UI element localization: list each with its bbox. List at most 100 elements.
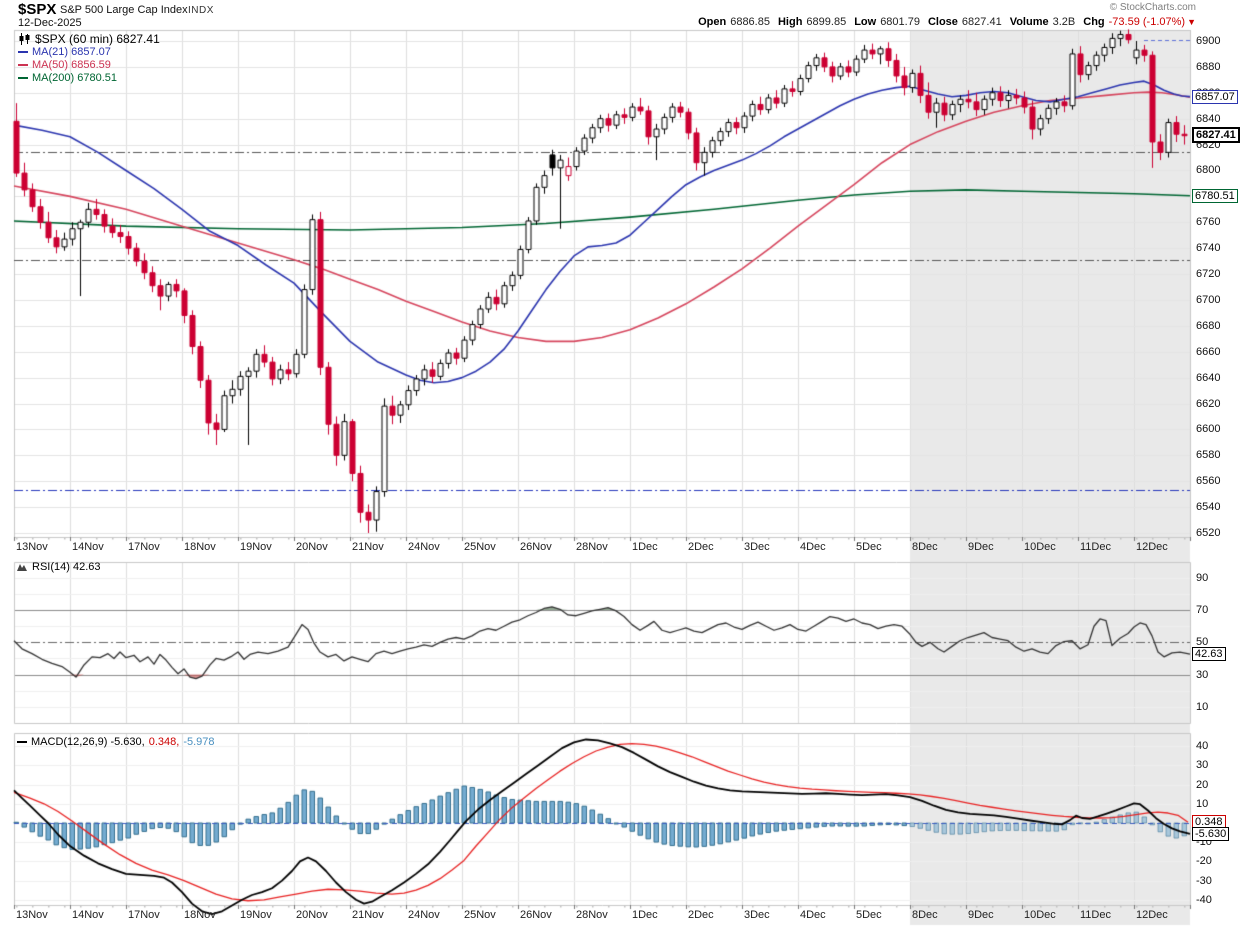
rsi-mountain-icon (17, 564, 27, 571)
price-axis-label: 6800 (1196, 164, 1221, 177)
macd-axis-label: -40 (1196, 893, 1212, 906)
rsi-axis-label: 70 (1196, 604, 1209, 617)
date-axis-label: 13Nov (16, 541, 48, 553)
price-axis-label: 6620 (1196, 397, 1221, 410)
date-axis-label: 3Dec (744, 541, 770, 553)
ohlc-label: High (777, 16, 803, 28)
price-axis-label: 6560 (1196, 475, 1221, 488)
date-axis-label: 21Nov (352, 909, 384, 921)
date-axis-label: 21Nov (352, 541, 384, 553)
date-axis-label: 2Dec (688, 909, 714, 921)
ma-line-icon (18, 77, 28, 79)
ohlc-value: -73.59 (-1.07%) (1108, 16, 1186, 28)
date-axis-label: 8Dec (912, 541, 938, 553)
macd-legend-row: MACD(12,26,9) -5.630, 0.348, -5.978 (17, 736, 215, 748)
ohlc-value: 3.2B (1052, 16, 1076, 28)
ma-legend-row: MA(200) 6780.51 (18, 72, 117, 84)
date-axis-label: 26Nov (520, 541, 552, 553)
date-axis-label: 18Nov (184, 909, 216, 921)
symbol-title: $SPX (18, 1, 57, 18)
date-axis-label: 1Dec (632, 541, 658, 553)
ma-line-icon (18, 51, 28, 53)
rsi-axis-label: 10 (1196, 700, 1209, 713)
macd-axis-label: 10 (1196, 797, 1209, 810)
price-axis-label: 6540 (1196, 501, 1221, 514)
date-axis-label: 25Nov (464, 909, 496, 921)
date-axis-label: 10Dec (1024, 909, 1056, 921)
price-axis-label: 6660 (1196, 345, 1221, 358)
date-axis-label: 26Nov (520, 909, 552, 921)
price-value-box: 6857.07 (1192, 89, 1238, 104)
candlestick-icon (19, 33, 30, 45)
rsi-axis-label: 30 (1196, 668, 1209, 681)
date-axis-label: 9Dec (968, 541, 994, 553)
date-axis-label: 20Nov (296, 909, 328, 921)
date-axis-label: 1Dec (632, 909, 658, 921)
date-axis-label: 24Nov (408, 541, 440, 553)
date-axis-label: 19Nov (240, 541, 272, 553)
macd-axis-label: 40 (1196, 740, 1209, 753)
ohlc-label: Close (927, 16, 958, 28)
chg-down-icon: ▼ (1187, 17, 1196, 27)
ohlc-label: Low (854, 16, 877, 28)
date-axis-label: 4Dec (800, 909, 826, 921)
price-value-box: 6827.41 (1192, 126, 1240, 143)
date-axis-label: 10Dec (1024, 541, 1056, 553)
stockcharts-credit: © StockCharts.com (1109, 2, 1196, 13)
macd-legend-signal: 0.348, (148, 736, 180, 748)
ohlc-value: 6827.41 (961, 16, 1002, 28)
ma-legend-label: MA(21) 6857.07 (32, 46, 111, 58)
date-axis-label: 12Dec (1136, 909, 1168, 921)
date-axis-label: 12Dec (1136, 541, 1168, 553)
date-axis-label: 14Nov (72, 541, 104, 553)
price-axis-label: 6880 (1196, 60, 1221, 73)
date-axis-label: 25Nov (464, 541, 496, 553)
date-axis-label: 5Dec (856, 541, 882, 553)
ma-legend-label: MA(50) 6856.59 (32, 59, 111, 71)
date-axis-label: 28Nov (576, 541, 608, 553)
date-axis-label: 19Nov (240, 909, 272, 921)
date-axis-label: 18Nov (184, 541, 216, 553)
date-axis-label: 24Nov (408, 909, 440, 921)
ohlc-summary: Open 6886.85 High 6899.85 Low 6801.79 Close 682… (698, 16, 1196, 28)
price-axis-label: 6680 (1196, 319, 1221, 332)
ohlc-label: Open (698, 16, 727, 28)
ma-legend-row: MA(50) 6856.59 (18, 59, 111, 71)
rsi-axis-label: 90 (1196, 571, 1209, 584)
date-axis-label: 13Nov (16, 909, 48, 921)
price-legend-row: $SPX (60 min) 6827.41 (18, 32, 160, 46)
chart-date: 12-Dec-2025 (18, 17, 82, 29)
date-axis-label: 2Dec (688, 541, 714, 553)
date-axis-label: 5Dec (856, 909, 882, 921)
date-axis-label: 4Dec (800, 541, 826, 553)
date-axis-label: 14Nov (72, 909, 104, 921)
price-axis-label: 6740 (1196, 242, 1221, 255)
ma-line-icon (18, 64, 28, 66)
date-axis-label: 8Dec (912, 909, 938, 921)
price-axis-label: 6640 (1196, 371, 1221, 384)
ohlc-value: 6899.85 (806, 16, 847, 28)
macd-value-box: -5.630 (1192, 826, 1230, 841)
price-axis-label: 6580 (1196, 449, 1221, 462)
rsi-value-box: 42.63 (1192, 647, 1226, 662)
price-axis-label: 6520 (1196, 527, 1221, 539)
date-axis-label: 17Nov (128, 909, 160, 921)
macd-axis-label: -20 (1196, 855, 1212, 868)
price-axis-label: 6840 (1196, 112, 1221, 125)
price-legend-label: $SPX (60 min) 6827.41 (35, 32, 160, 46)
rsi-axis-label: 50 (1196, 636, 1209, 649)
macd-line-icon (17, 741, 27, 743)
rsi-legend-row: RSI(14) 42.63 (17, 561, 100, 573)
price-axis-label: 6600 (1196, 423, 1221, 436)
date-axis-label: 3Dec (744, 909, 770, 921)
date-axis-label: 9Dec (968, 909, 994, 921)
macd-legend-histogram: -5.978 (183, 736, 215, 748)
price-axis-label: 6760 (1196, 216, 1221, 229)
price-value-box: 6780.51 (1192, 188, 1238, 203)
rsi-legend-label: RSI(14) 42.63 (32, 561, 101, 573)
ma-legend-label: MA(200) 6780.51 (32, 72, 117, 84)
macd-axis-label: 20 (1196, 778, 1209, 791)
date-axis-label: 11Dec (1080, 541, 1111, 553)
